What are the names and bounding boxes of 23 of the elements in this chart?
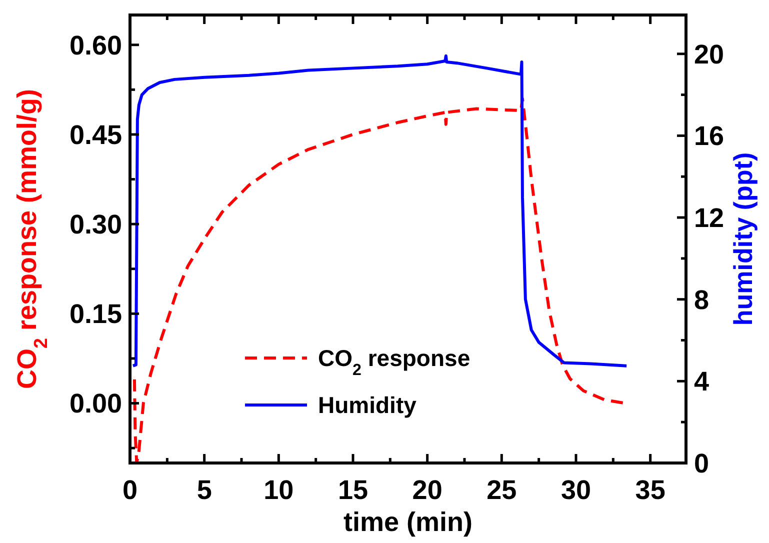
- x-tick-label: 15: [338, 475, 368, 505]
- y2-axis-title: humidity (ppt): [728, 152, 758, 326]
- y2-tick-label: 20: [694, 39, 724, 70]
- y-tick-label: 0.30: [69, 210, 122, 240]
- legend-label: Humidity: [318, 392, 417, 418]
- y2-tick-label: 12: [694, 202, 724, 233]
- y-tick-label: 0.45: [69, 120, 122, 150]
- x-axis-title: time (min): [343, 507, 473, 537]
- x-tick-label: 30: [560, 475, 592, 505]
- x-tick-label: 5: [196, 475, 212, 505]
- x-tick-label: 35: [635, 475, 666, 505]
- x-tick-label: 25: [486, 475, 517, 505]
- y2-tick-label: 4: [694, 366, 710, 397]
- x-tick-label: 10: [264, 475, 294, 505]
- legend-label: CO$_{2}$ response: [318, 345, 470, 380]
- x-tick-label: 0: [122, 475, 138, 505]
- x-tick-label: 20: [412, 475, 442, 505]
- y2-tick-label: 0: [694, 448, 710, 478]
- y2-tick-label: 16: [694, 121, 724, 152]
- y-tick-label: 0.60: [69, 30, 122, 60]
- y-tick-label: 0.00: [69, 388, 122, 419]
- y2-tick-label: 8: [694, 284, 710, 315]
- y-tick-label: 0.15: [69, 299, 122, 330]
